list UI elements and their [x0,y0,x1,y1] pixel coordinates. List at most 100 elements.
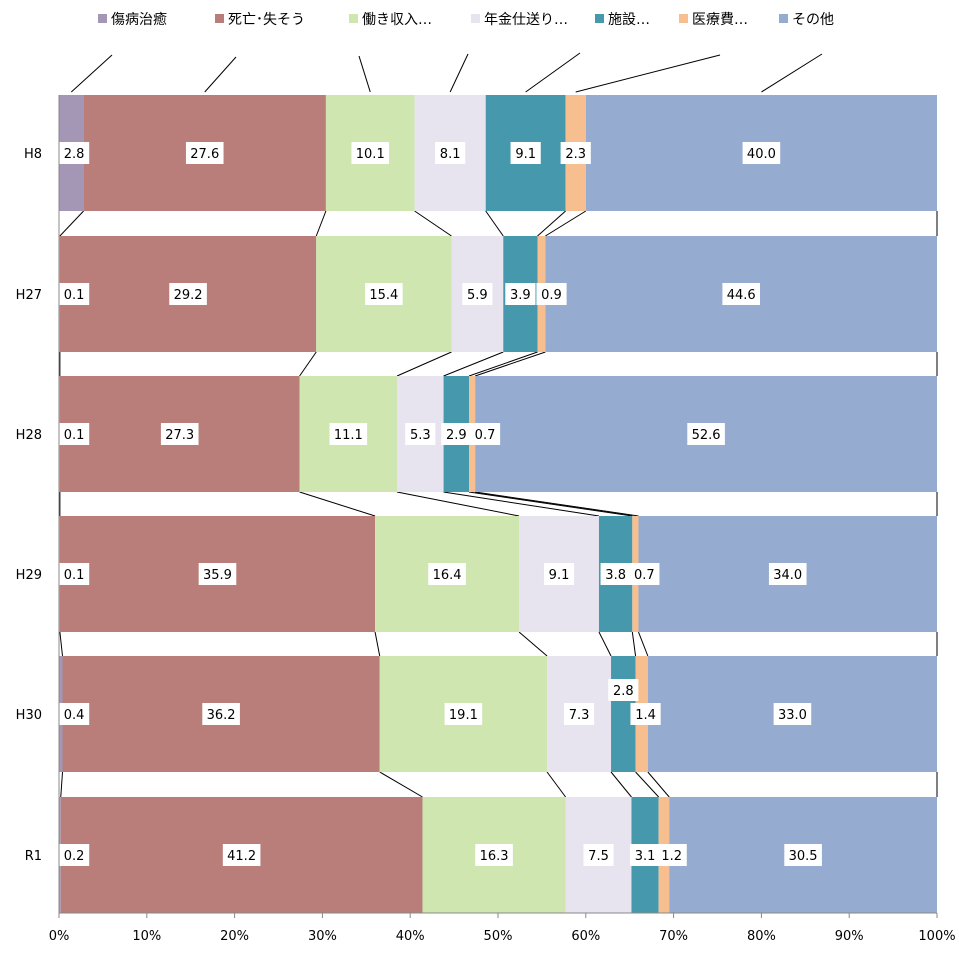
data-label-box [629,563,660,585]
data-label-box [687,423,725,445]
data-label-box [475,844,513,866]
series-line [475,351,546,377]
data-label-box [444,703,483,725]
series-line [647,771,670,798]
series-line [545,210,587,237]
legend-label: 医療費… [692,11,748,28]
x-tick-label: 80% [747,929,776,944]
data-label-box [600,563,631,585]
series-line [610,771,632,798]
y-tick-label: R1 [25,849,42,864]
data-label: 15.4 [369,288,398,303]
series-line [443,351,504,377]
y-tick-label: H8 [24,147,42,162]
data-label: 27.3 [165,428,194,443]
series-line [59,210,84,237]
x-tick-label: 0% [49,929,70,944]
legend-leader-line [575,54,721,93]
x-tick-label: 20% [220,929,249,944]
data-label-box [59,423,90,445]
data-label: 0.7 [475,428,496,443]
axes: 0% 10% 20% 30% 40% 50% 60% 70% 80% 90% 100% H8 H27 H2… [16,95,956,944]
legend-leader-line [70,54,113,93]
x-tick-label: 50% [484,929,513,944]
data-label-box [462,283,493,305]
data-label-box [222,844,261,866]
series-line [475,491,639,517]
series-line [315,210,327,237]
data-label-box [435,142,466,164]
data-label-box [59,844,90,866]
data-label: 0.2 [64,849,85,864]
data-label-box [742,142,781,164]
data-label-box [198,563,237,585]
data-label: 9.1 [515,147,536,162]
data-label-box [536,283,567,305]
series-line [631,631,637,657]
data-label: 1.2 [661,849,682,864]
legend-label: 施設… [608,12,650,28]
series-line [396,351,452,377]
data-label: 3.9 [510,288,531,303]
data-label: 1.4 [635,708,656,723]
x-tick-label: 100% [918,929,955,944]
x-tick-label: 10% [132,929,161,944]
legend-label: 傷病治癒 [111,12,167,28]
data-label-box [329,423,368,445]
legend: 傷病治癒 死亡･失そう 働き収入… 年金仕送り… 施設… 医療費… その他 [98,11,834,28]
legend-label: 死亡･失そう [228,12,305,28]
legend-leader-line [204,56,237,93]
legend-leader-line [449,53,469,93]
data-label: 16.4 [433,568,462,583]
data-label: 41.2 [227,849,256,864]
data-label: 0.4 [64,708,85,723]
data-label: 36.2 [207,708,236,723]
x-tick-label: 90% [835,929,864,944]
data-label-box [469,423,501,445]
legend-leader-line [358,55,371,93]
data-label: 2.8 [613,684,634,699]
data-label-box [351,142,390,164]
data-label-box [59,703,90,725]
y-tick-label: H28 [16,428,42,443]
data-label: 44.6 [727,288,756,303]
data-label-box [784,844,822,866]
legend-label: その他 [792,12,834,28]
x-tick-label: 40% [396,929,425,944]
data-label: 5.3 [410,428,431,443]
data-label: 3.1 [635,849,656,864]
legend-swatch [471,14,480,23]
data-label: 2.3 [565,147,586,162]
data-label: 0.1 [64,428,85,443]
data-label-box [505,283,536,305]
series-line [546,771,567,798]
data-label-box [563,703,595,725]
x-tick-label: 70% [659,929,688,944]
series-lines [59,210,938,798]
data-label-box [560,142,591,164]
data-label-box [441,423,472,445]
series-line [299,351,317,377]
data-label: 3.8 [605,568,626,583]
legend-swatch [215,14,224,23]
series-line [443,491,600,517]
data-label-box [510,142,541,164]
data-label-box [722,283,761,305]
series-line [518,631,548,657]
series-line [468,491,633,517]
data-label-box [59,283,90,305]
data-label-box [405,423,436,445]
data-label: 0.1 [64,288,85,303]
legend-swatch [679,14,688,23]
data-label: 19.1 [449,708,478,723]
data-label-box [543,563,575,585]
data-label: 5.9 [467,288,488,303]
series-line [635,771,660,798]
y-tick-label: H30 [16,708,42,723]
data-label-box [630,703,661,725]
series-line [396,491,520,517]
legend-label: 年金仕送り… [484,12,568,28]
data-label-box [583,844,614,866]
data-label: 8.1 [440,147,461,162]
